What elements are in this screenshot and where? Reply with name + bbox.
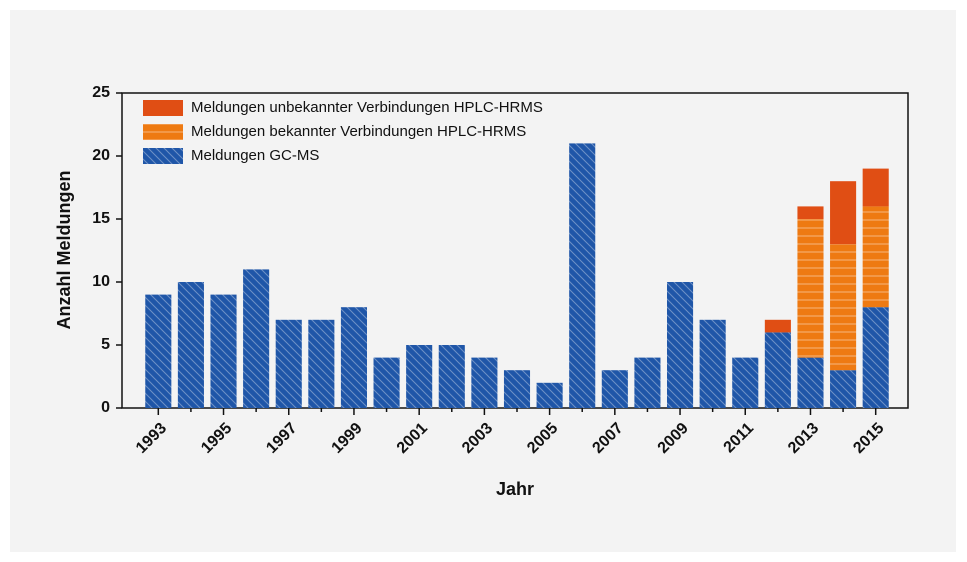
x-axis-title: Jahr (496, 479, 534, 499)
y-tick-label: 15 (92, 210, 110, 227)
bar (830, 244, 857, 371)
y-axis-title: Anzahl Meldungen (54, 171, 74, 330)
legend-swatch (143, 148, 183, 164)
bar (340, 307, 367, 408)
bar (601, 370, 628, 408)
y-tick-label: 25 (92, 84, 110, 101)
bar (145, 294, 172, 408)
bar (797, 206, 824, 219)
legend-label: Meldungen GC-MS (191, 147, 319, 164)
bar (569, 143, 596, 408)
bar (764, 332, 791, 408)
bar (830, 181, 857, 245)
bar (732, 357, 759, 408)
bar (667, 282, 694, 408)
bar (438, 345, 465, 408)
bar (536, 382, 563, 408)
y-tick-label: 5 (101, 336, 110, 353)
bar (373, 357, 400, 408)
bar (471, 357, 498, 408)
bar (797, 219, 824, 358)
bar (699, 319, 726, 408)
y-tick-label: 10 (92, 273, 110, 290)
legend-label: Meldungen unbekannter Verbindungen HPLC-… (191, 99, 543, 116)
bar (862, 206, 889, 308)
legend-swatch (143, 124, 183, 140)
bar (862, 307, 889, 408)
bar (177, 282, 204, 408)
bar (406, 345, 433, 408)
bar (275, 319, 302, 408)
bar (764, 319, 791, 333)
bar (634, 357, 661, 408)
y-tick-label: 20 (92, 147, 110, 164)
bar (830, 370, 857, 408)
legend-label: Meldungen bekannter Verbindungen HPLC-HR… (191, 123, 526, 140)
bar (797, 357, 824, 408)
bar (243, 269, 270, 408)
legend-swatch (143, 100, 183, 116)
bar (503, 370, 531, 408)
bar (210, 294, 237, 408)
bar (862, 168, 889, 207)
y-tick-label: 0 (101, 399, 110, 416)
bar (308, 319, 335, 408)
